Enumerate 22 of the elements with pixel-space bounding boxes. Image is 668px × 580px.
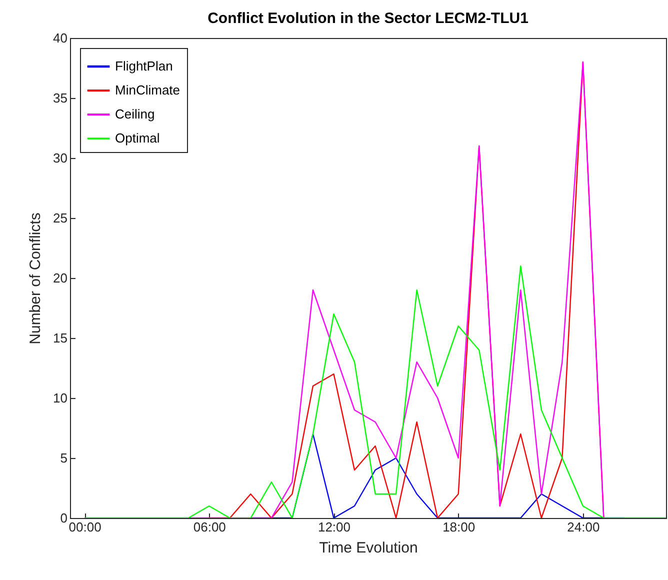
legend-label: Optimal xyxy=(115,130,160,146)
y-tick-label: 0 xyxy=(60,510,68,526)
x-axis-title: Time Evolution xyxy=(319,540,418,556)
y-tick-label: 40 xyxy=(53,30,68,46)
y-tick-label: 10 xyxy=(53,390,68,406)
legend-label: FlightPlan xyxy=(115,58,173,74)
legend-label: MinClimate xyxy=(115,82,180,98)
x-tick-label: 18:00 xyxy=(442,520,476,534)
y-axis-title: Number of Conflicts xyxy=(27,212,44,344)
x-tick-label: 06:00 xyxy=(193,520,226,534)
y-tick-label: 5 xyxy=(60,450,68,466)
chart-title: Conflict Evolution in the Sector LECM2-TLU1 xyxy=(208,10,528,27)
x-tick-label: 12:00 xyxy=(318,520,351,534)
y-tick-label: 15 xyxy=(53,330,68,346)
y-tick-label: 35 xyxy=(53,90,68,106)
x-tick-label: 24:00 xyxy=(567,520,600,534)
y-tick-label: 25 xyxy=(53,210,68,226)
line-series xyxy=(84,265,666,518)
legend-label: Ceiling xyxy=(115,106,155,122)
y-tick-label: 20 xyxy=(53,270,68,286)
x-tick-label: 00:00 xyxy=(68,520,102,534)
y-tick-label: 30 xyxy=(53,150,68,166)
